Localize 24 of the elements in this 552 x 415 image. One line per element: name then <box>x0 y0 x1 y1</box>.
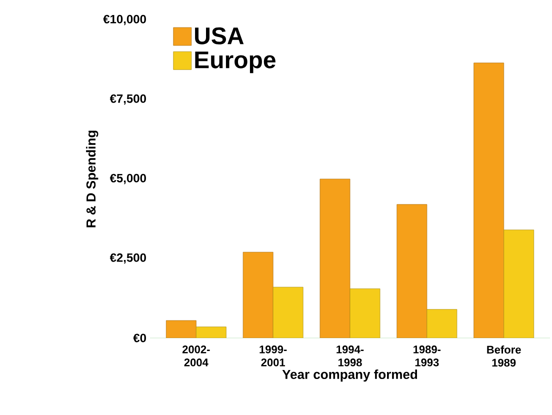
x-tick-label: 1999-2001 <box>260 346 287 366</box>
x-tick-label: 1994-1998 <box>336 346 364 366</box>
y-tick-label: €5,000 <box>110 174 146 184</box>
x-tick-label: Before 1989 <box>487 346 521 367</box>
legend-label: USA <box>195 27 244 44</box>
x-axis-title: Year company formed <box>282 369 418 382</box>
bar <box>320 178 350 338</box>
bar <box>242 252 274 338</box>
legend-label: Europe <box>195 52 276 74</box>
bar <box>350 288 380 338</box>
y-tick-label: €0 <box>133 334 146 342</box>
y-tick-label: €7,500 <box>110 94 146 105</box>
x-tick-label: 2002-2004 <box>182 346 210 366</box>
bar <box>504 230 534 338</box>
bar <box>396 204 428 338</box>
y-axis-title: R & D Spending <box>86 130 98 228</box>
x-tick-label: 1989-1993 <box>414 346 441 366</box>
bar <box>272 286 304 338</box>
y-tick-label: €2,500 <box>110 253 146 264</box>
bar <box>474 62 504 338</box>
y-tick-label: €10,000 <box>103 14 146 26</box>
bar <box>426 309 458 338</box>
bar <box>196 326 226 338</box>
bar <box>166 320 196 338</box>
